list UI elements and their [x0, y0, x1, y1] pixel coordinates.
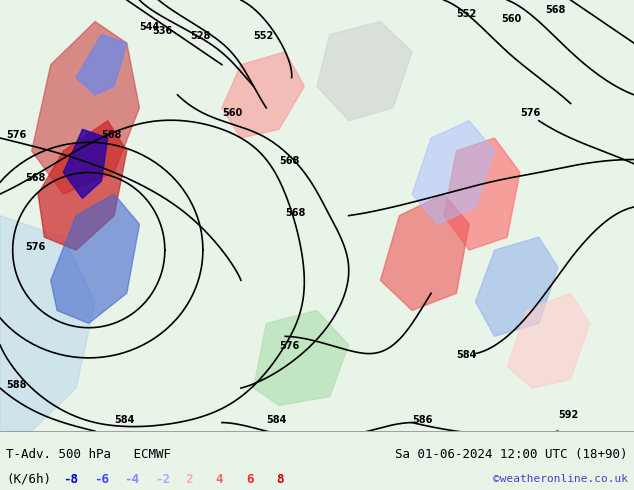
- Polygon shape: [380, 194, 469, 311]
- Polygon shape: [507, 293, 590, 388]
- Text: 576: 576: [6, 130, 27, 140]
- Text: -6: -6: [94, 473, 109, 486]
- Text: 568: 568: [545, 5, 566, 15]
- Text: 568: 568: [25, 173, 46, 183]
- Polygon shape: [32, 22, 139, 194]
- Text: 576: 576: [25, 242, 46, 252]
- Text: 536: 536: [152, 26, 172, 36]
- Text: T-Adv. 500 hPa   ECMWF: T-Adv. 500 hPa ECMWF: [6, 448, 171, 461]
- Text: 552: 552: [254, 31, 274, 41]
- Text: 584: 584: [266, 415, 287, 424]
- Text: -4: -4: [124, 473, 139, 486]
- Text: 586: 586: [412, 415, 432, 424]
- Text: 560: 560: [501, 14, 521, 24]
- Polygon shape: [412, 121, 495, 224]
- Polygon shape: [76, 34, 127, 95]
- Text: 4: 4: [216, 473, 223, 486]
- Polygon shape: [317, 22, 412, 121]
- Text: 592: 592: [558, 410, 578, 420]
- Text: 8: 8: [276, 473, 284, 486]
- Text: 552: 552: [456, 9, 477, 19]
- Text: (K/6h): (K/6h): [6, 473, 51, 486]
- Polygon shape: [0, 216, 95, 431]
- Text: 560: 560: [222, 108, 242, 119]
- Text: 576: 576: [279, 341, 299, 351]
- Text: 568: 568: [279, 156, 299, 166]
- Polygon shape: [51, 194, 139, 323]
- Text: 576: 576: [520, 108, 540, 119]
- Text: 588: 588: [6, 380, 27, 390]
- Text: 568: 568: [101, 130, 122, 140]
- Polygon shape: [476, 237, 558, 336]
- Text: ©weatheronline.co.uk: ©weatheronline.co.uk: [493, 474, 628, 485]
- Polygon shape: [222, 52, 304, 138]
- Text: 2: 2: [185, 473, 193, 486]
- Text: 528: 528: [190, 31, 210, 41]
- Polygon shape: [38, 121, 127, 250]
- Text: 568: 568: [285, 208, 306, 218]
- Text: Sa 01-06-2024 12:00 UTC (18+90): Sa 01-06-2024 12:00 UTC (18+90): [395, 448, 628, 461]
- Text: -2: -2: [155, 473, 170, 486]
- Text: 544: 544: [139, 22, 160, 32]
- Polygon shape: [444, 138, 520, 250]
- Text: 584: 584: [114, 415, 134, 424]
- Text: -8: -8: [63, 473, 79, 486]
- Polygon shape: [254, 311, 349, 405]
- Text: 6: 6: [246, 473, 254, 486]
- Text: 584: 584: [456, 350, 477, 360]
- Polygon shape: [63, 129, 108, 198]
